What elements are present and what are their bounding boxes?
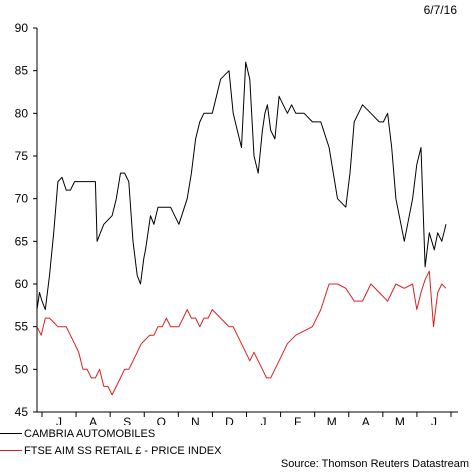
legend-swatch-series1 — [0, 433, 22, 434]
x-tick-label: D — [225, 415, 234, 425]
chart-legend: CAMBRIA AUTOMOBILES FTSE AIM SS RETAIL £… — [0, 425, 221, 459]
legend-entry-series2: FTSE AIM SS RETAIL £ - PRICE INDEX — [0, 442, 221, 459]
series-layer — [36, 61, 447, 396]
x-tick-label: A — [362, 415, 370, 425]
y-tick-label: 65 — [15, 234, 29, 248]
series-line-1 — [36, 61, 447, 311]
y-tick-label: 70 — [15, 192, 29, 206]
x-tick-label: F — [294, 415, 301, 425]
legend-swatch-series2 — [0, 450, 22, 451]
legend-label-series1: CAMBRIA AUTOMOBILES — [24, 427, 156, 440]
y-axis: 45 50 55 60 65 70 75 80 85 90 — [15, 21, 38, 419]
x-tick-label: J — [56, 415, 62, 425]
x-tick-label: A — [89, 415, 97, 425]
chart-source-note: Source: Thomson Reuters Datastream — [280, 458, 469, 470]
x-tick-label: N — [191, 415, 200, 425]
x-tick-label: M — [327, 415, 337, 425]
line-chart: 45 50 55 60 65 70 75 80 85 90 J A S O N D J F M A M J — [15, 21, 458, 425]
y-tick-label: 50 — [15, 362, 29, 376]
x-tick-label: M — [395, 415, 405, 425]
y-tick-label: 55 — [15, 320, 29, 334]
x-tick-label: S — [123, 415, 131, 425]
y-tick-label: 90 — [15, 21, 29, 35]
legend-label-series2: FTSE AIM SS RETAIL £ - PRICE INDEX — [24, 444, 222, 457]
chart-date-label: 6/7/16 — [423, 3, 457, 17]
y-tick-label: 60 — [15, 277, 29, 291]
x-tick-label: J — [431, 415, 437, 425]
x-tick-label: O — [157, 415, 166, 425]
legend-entry-series1: CAMBRIA AUTOMOBILES — [0, 425, 221, 442]
y-tick-label: 85 — [15, 64, 29, 78]
y-tick-label: 80 — [15, 106, 29, 120]
x-tick-label: J — [261, 415, 267, 425]
y-tick-label: 75 — [15, 149, 29, 163]
series-line-2 — [36, 270, 447, 396]
y-tick-label: 45 — [15, 405, 29, 419]
